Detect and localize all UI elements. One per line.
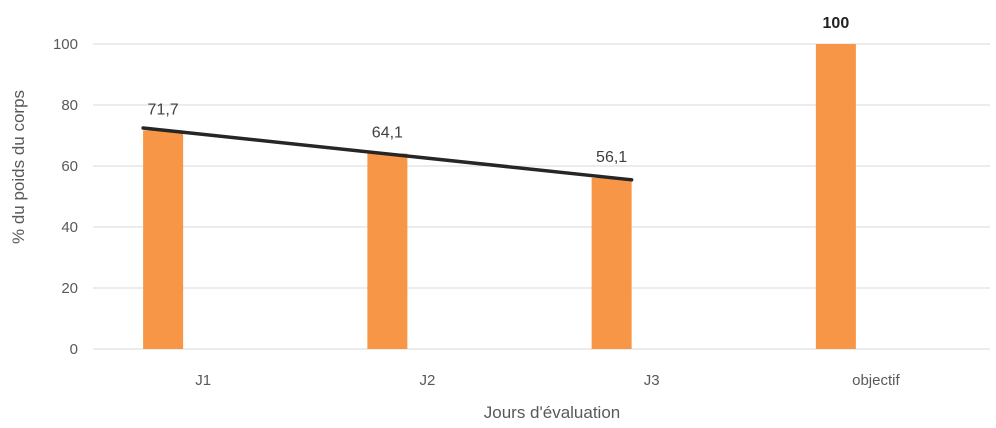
data-labels: 71,7 64,1 56,1 100 <box>148 15 850 166</box>
bars <box>143 44 856 349</box>
x-tick-label: J3 <box>644 372 660 389</box>
trendline <box>141 126 634 182</box>
data-label: 64,1 <box>372 124 403 141</box>
x-tick-label: J2 <box>419 372 435 389</box>
y-axis-title: % du poids du corps <box>9 90 28 244</box>
data-label: 100 <box>823 15 850 32</box>
trendline-layer <box>141 126 634 182</box>
y-tick-label: 0 <box>70 341 78 358</box>
data-label: 56,1 <box>596 149 627 166</box>
x-tick-label: objectif <box>852 372 900 389</box>
data-label: 71,7 <box>148 101 179 118</box>
y-tick-label: 100 <box>53 36 78 53</box>
y-tick-label: 80 <box>61 97 78 114</box>
bar-objectif <box>815 44 856 349</box>
y-tick-label: 20 <box>61 280 78 297</box>
y-axis-ticks: 0 20 40 60 80 100 <box>53 36 78 358</box>
x-axis-ticks: J1 J2 J3 objectif <box>195 372 900 389</box>
y-tick-label: 60 <box>61 158 78 175</box>
bar-j2 <box>367 153 408 349</box>
bar-j1 <box>143 130 184 349</box>
y-tick-label: 40 <box>61 219 78 236</box>
x-tick-label: J1 <box>195 372 211 389</box>
x-axis-title: Jours d'évaluation <box>484 403 621 422</box>
bar-j3 <box>591 177 632 349</box>
